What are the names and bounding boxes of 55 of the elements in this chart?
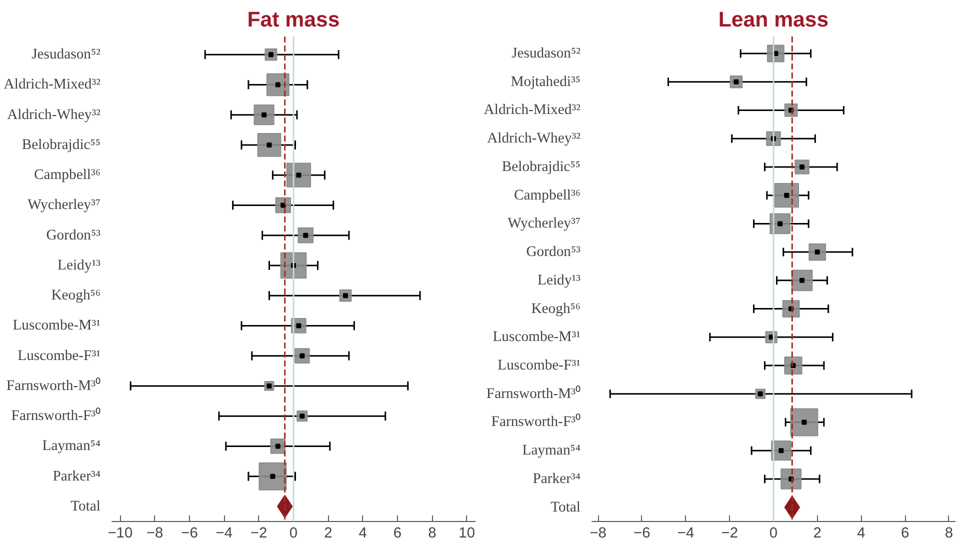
x-tick-label: 0 [769, 526, 778, 542]
y-tick-label: Leidy¹³ [58, 257, 102, 274]
x-tick-label: −8 [146, 526, 164, 542]
x-tick-label: 6 [900, 526, 910, 542]
y-tick-label: Campbell³⁶ [514, 187, 581, 204]
y-tick-label: Jesudason⁵² [32, 46, 102, 63]
y-tick-label: Aldrich-Whey³² [487, 130, 582, 147]
y-tick-label: Gordon⁵³ [46, 227, 102, 244]
y-tick-label: Farnsworth-F³⁰ [11, 407, 101, 424]
y-tick-label: Layman⁵⁴ [522, 442, 581, 459]
y-tick-label: Keogh⁵⁶ [51, 288, 101, 304]
x-tick-label: 0 [289, 526, 298, 542]
y-tick-label: Luscombe-F³¹ [498, 358, 581, 374]
x-tick-label: 2 [813, 526, 822, 542]
x-tick-label: −8 [590, 526, 606, 542]
y-tick-label: Aldrich-Mixed³² [484, 102, 582, 118]
x-tick-label: 4 [358, 526, 367, 542]
x-tick-label: −10 [108, 526, 133, 542]
x-tick-label: 2 [324, 526, 332, 542]
chart-title: Lean mass [718, 8, 829, 32]
x-tick-label: 8 [944, 526, 953, 542]
x-tick-label: 6 [393, 526, 402, 542]
y-tick-label: Luscombe-M³¹ [12, 318, 101, 334]
x-tick-label: −2 [721, 526, 738, 542]
x-tick-label: −6 [634, 526, 650, 542]
x-tick-label: −6 [181, 526, 198, 542]
y-tick-label: Farnsworth-F³⁰ [491, 413, 581, 430]
y-tick-label: Keogh⁵⁶ [531, 300, 581, 317]
y-tick-label: Luscombe-M³¹ [492, 329, 581, 346]
y-tick-label: Mojtahedi³⁵ [510, 74, 581, 90]
x-tick-label: 4 [857, 526, 866, 542]
y-tick-label: Aldrich-Mixed³² [4, 76, 102, 93]
x-tick-label: 8 [428, 526, 436, 542]
y-tick-label: Campbell³⁶ [34, 167, 101, 184]
y-tick-label: Luscombe-F³¹ [18, 348, 101, 364]
y-tick-label: Total [550, 499, 580, 516]
y-tick-label: Belobrajdic⁵⁵ [22, 136, 100, 153]
x-tick-label: −2 [250, 526, 268, 542]
x-tick-label: 10 [458, 526, 475, 542]
y-tick-label: Leidy¹³ [538, 272, 582, 288]
y-tick-label: Total [70, 498, 100, 514]
y-tick-label: Gordon⁵³ [526, 244, 582, 260]
y-tick-label: Parker³⁴ [52, 468, 101, 484]
y-tick-label: Farnsworth-M³⁰ [6, 376, 101, 394]
x-tick-label: −4 [677, 526, 694, 542]
y-tick-label: Parker³⁴ [532, 470, 581, 487]
y-tick-label: Layman⁵⁴ [42, 438, 101, 454]
x-tick-label: −4 [216, 526, 233, 542]
y-tick-label: Belobrajdic⁵⁵ [502, 158, 580, 175]
y-tick-label: Wycherley³⁷ [508, 216, 581, 232]
y-tick-label: Farnsworth-M³⁰ [486, 384, 581, 402]
y-tick-label: Wycherley³⁷ [28, 197, 101, 214]
chart-title: Fat mass [247, 8, 340, 32]
y-tick-label: Jesudason⁵² [512, 46, 582, 62]
y-tick-label: Aldrich-Whey³² [7, 106, 102, 123]
